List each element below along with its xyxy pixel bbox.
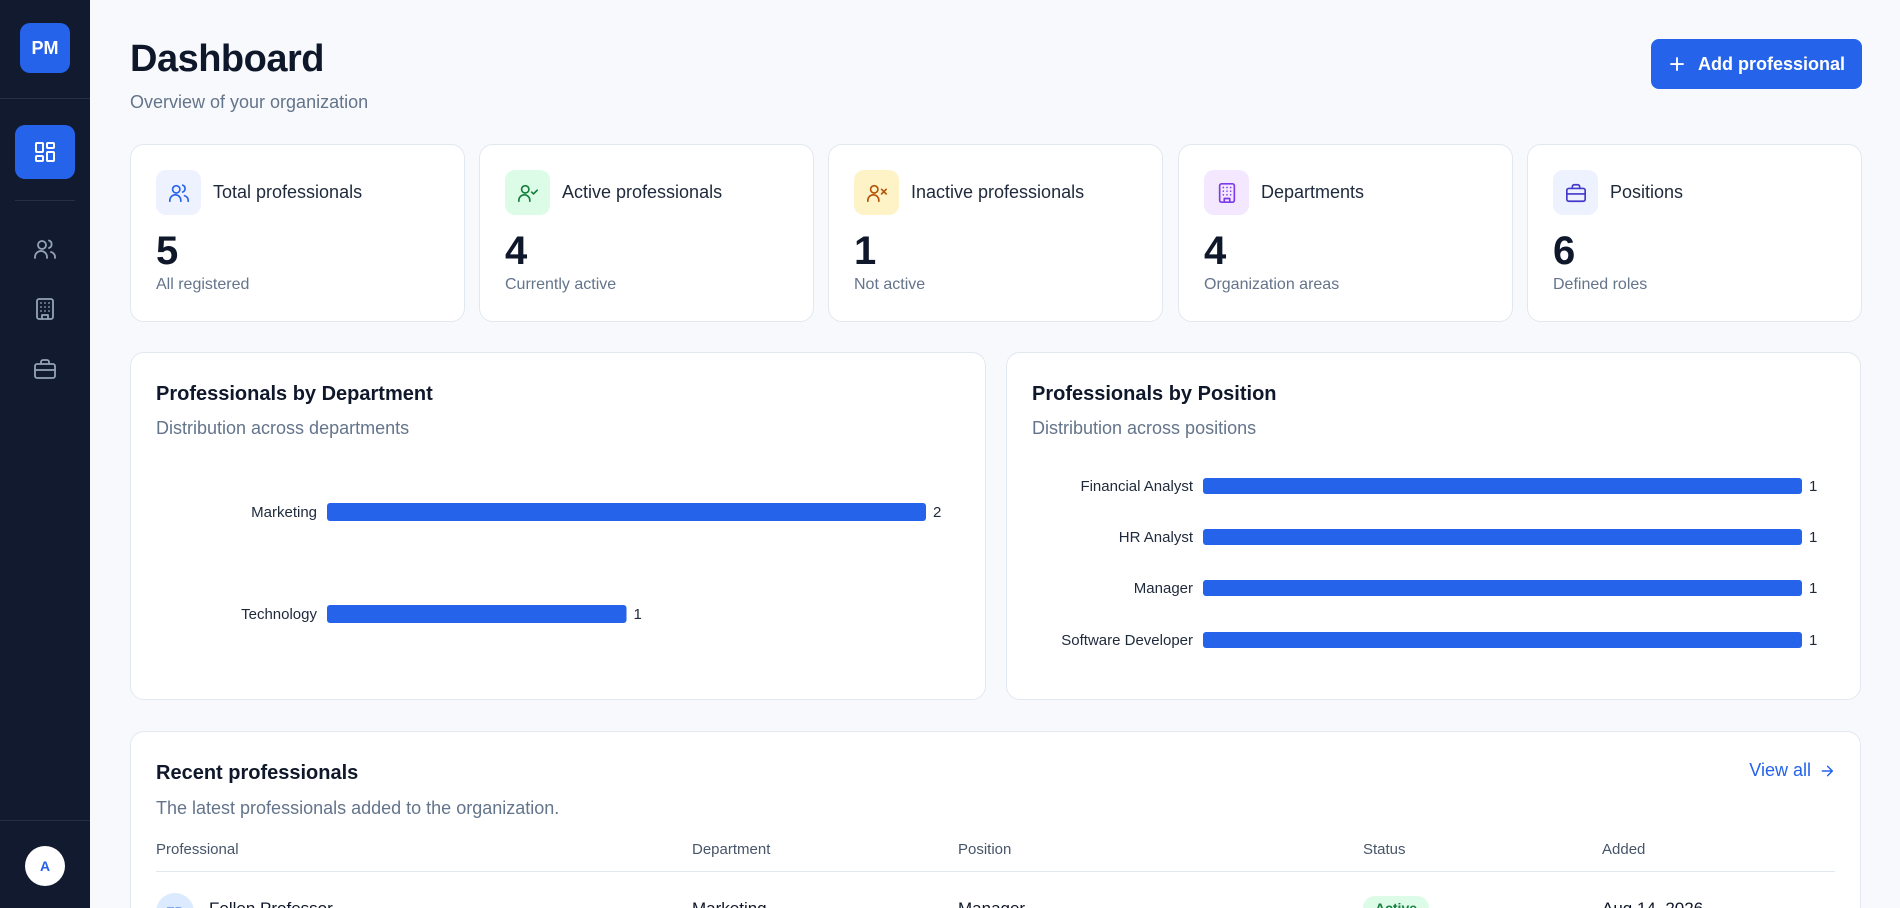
stat-card-departments[interactable]: Departments 4 Organization areas <box>1178 144 1513 322</box>
column-header-added[interactable]: Added <box>1602 841 1646 858</box>
stat-description: Defined roles <box>1553 276 1648 293</box>
professional-avatar: FP <box>156 893 194 908</box>
position-bar-chart: Financial Analyst 1 HR Analyst 1 Manager 1 Sof… <box>1061 478 1817 649</box>
stat-card-total[interactable]: Total professionals 5 All registered <box>130 144 465 322</box>
nav-dashboard[interactable] <box>15 125 75 179</box>
briefcase-icon <box>1565 183 1586 202</box>
category-label: Technology <box>241 606 317 623</box>
column-header-department[interactable]: Department <box>692 841 771 858</box>
department-bar-chart: Marketing 2 Technology 1 <box>241 503 941 623</box>
stat-icon-box <box>1553 170 1598 215</box>
table-header-divider <box>156 871 1835 872</box>
bar <box>327 605 627 623</box>
stat-icon-box <box>854 170 899 215</box>
recent-title: Recent professionals <box>156 762 359 784</box>
professional-department: Marketing <box>692 899 767 908</box>
sidebar: PM A <box>0 0 90 908</box>
bar <box>1203 529 1802 545</box>
user-x-icon <box>866 184 887 202</box>
briefcase-icon <box>34 359 56 379</box>
layout-grid-icon <box>35 142 55 162</box>
bar <box>1203 478 1802 494</box>
building-icon <box>36 298 54 320</box>
stat-description: Organization areas <box>1204 276 1340 293</box>
stat-card-active[interactable]: Active professionals 4 Currently active <box>479 144 814 322</box>
professional-name: Fellen Professor <box>209 899 333 908</box>
category-label: HR Analyst <box>1119 529 1194 546</box>
building-icon <box>1218 182 1235 203</box>
view-all-link[interactable]: View all <box>1749 760 1835 781</box>
column-header-status[interactable]: Status <box>1363 841 1406 858</box>
stat-label: Total professionals <box>213 182 363 202</box>
add-professional-button[interactable]: Add professional <box>1651 39 1862 89</box>
stat-label: Active professionals <box>562 182 723 202</box>
category-label: Financial Analyst <box>1080 478 1193 495</box>
stat-icon-box <box>156 170 201 215</box>
sidebar-divider <box>15 200 75 201</box>
chart-subtitle: Distribution across positions <box>1032 418 1257 438</box>
nav-professionals[interactable] <box>15 222 75 276</box>
chart-subtitle: Distribution across departments <box>156 418 410 438</box>
data-label: 1 <box>1809 580 1817 597</box>
plus-icon <box>1670 57 1684 71</box>
stat-description: Not active <box>854 276 926 293</box>
chart-card-department: Professionals by Department Distribution… <box>130 352 986 700</box>
nav-departments[interactable] <box>15 282 75 336</box>
column-header-position[interactable]: Position <box>958 841 1012 858</box>
stat-icon-box <box>1204 170 1249 215</box>
chart-card-position: Professionals by Position Distribution a… <box>1006 352 1861 700</box>
chart-title: Professionals by Department <box>156 383 433 405</box>
stat-icon-box <box>505 170 550 215</box>
data-label: 1 <box>1809 478 1817 495</box>
sidebar-divider <box>0 98 90 99</box>
stat-description: Currently active <box>505 276 617 293</box>
status-badge: Active <box>1363 896 1430 908</box>
stat-card-inactive[interactable]: Inactive professionals 1 Not active <box>828 144 1163 322</box>
added-date: Aug 14, 2026 <box>1602 899 1703 908</box>
stat-label: Inactive professionals <box>911 182 1085 202</box>
users-icon <box>168 183 189 202</box>
category-label: Software Developer <box>1061 632 1193 649</box>
category-label: Manager <box>1134 580 1193 597</box>
nav-positions[interactable] <box>15 342 75 396</box>
view-all-label: View all <box>1749 760 1811 780</box>
bar <box>1203 632 1802 648</box>
add-professional-label: Add professional <box>1697 53 1845 74</box>
professional-position: Manager <box>958 899 1025 908</box>
stat-value: 5 <box>156 229 179 273</box>
user-check-icon <box>517 184 538 202</box>
column-header-professional[interactable]: Professional <box>156 841 239 858</box>
data-label: 1 <box>1809 632 1817 649</box>
stat-value: 4 <box>1204 229 1227 273</box>
category-label: Marketing <box>251 504 317 521</box>
user-avatar[interactable]: A <box>25 846 65 886</box>
data-label: 1 <box>634 606 642 623</box>
bar <box>327 503 926 521</box>
users-icon <box>34 239 56 259</box>
stat-description: All registered <box>156 276 250 293</box>
stat-label: Departments <box>1261 182 1365 202</box>
table-row[interactable]: FP Fellen Professor Marketing Manager Ac… <box>131 893 1860 908</box>
page-title: Dashboard <box>130 38 324 80</box>
stat-value: 6 <box>1553 229 1576 273</box>
arrow-right-icon <box>1821 765 1834 776</box>
app-logo[interactable]: PM <box>20 23 70 73</box>
data-label: 1 <box>1809 529 1817 546</box>
stat-card-positions[interactable]: Positions 6 Defined roles <box>1527 144 1862 322</box>
stat-label: Positions <box>1610 182 1684 202</box>
sidebar-divider <box>0 820 90 821</box>
recent-subtitle: The latest professionals added to the or… <box>156 798 560 818</box>
stat-value: 4 <box>505 229 528 273</box>
bar <box>1203 580 1802 596</box>
page-subtitle: Overview of your organization <box>130 92 369 112</box>
chart-title: Professionals by Position <box>1032 383 1277 405</box>
recent-professionals-card: Recent professionals The latest professi… <box>130 731 1861 908</box>
data-label: 2 <box>933 504 941 521</box>
stat-value: 1 <box>854 229 877 273</box>
